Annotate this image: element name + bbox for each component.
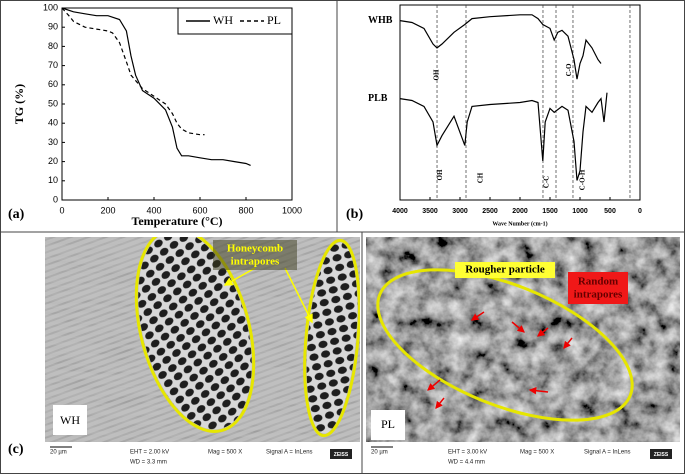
pointer-arrow xyxy=(435,397,445,409)
info-text: Mag = 500 X xyxy=(208,450,242,456)
y-tick-label: 20 xyxy=(48,156,58,166)
logo: ZEISS xyxy=(334,452,349,458)
x-tick-label: 3000 xyxy=(452,208,468,215)
x-tick-label: 1000 xyxy=(282,205,302,215)
pointer-arrow xyxy=(537,327,549,337)
x-tick-label: 4000 xyxy=(392,208,408,215)
info-text: EHT = 2.00 kV xyxy=(130,450,169,456)
highlight-ellipse xyxy=(376,268,634,422)
x-tick-label: 500 xyxy=(604,208,616,215)
logo-box xyxy=(650,449,672,459)
y-tick-label: 80 xyxy=(48,41,58,51)
annotation: OH xyxy=(433,69,441,80)
sample-box xyxy=(371,410,405,440)
y-tick-label: 60 xyxy=(48,79,58,89)
series-line xyxy=(399,92,608,181)
sem-annotation: Rougher particle xyxy=(465,264,545,276)
x-tick-label: 600 xyxy=(192,205,207,215)
y-tick-label: 10 xyxy=(48,175,58,185)
annotation: C-O xyxy=(565,63,573,76)
series-label: WHB xyxy=(368,15,393,26)
y-tick-label: 90 xyxy=(48,22,58,32)
sem-image-left: Honeycomb intrapores WH xyxy=(45,237,360,442)
x-tick-label: 1000 xyxy=(572,208,588,215)
series-line xyxy=(399,14,602,80)
annotation: C-O-H xyxy=(579,169,587,190)
y-axis-title: TG (%) xyxy=(12,84,26,124)
info-text: WD = 4.4 mm xyxy=(448,460,485,466)
label-backdrop xyxy=(568,272,628,304)
x-tick-label: 200 xyxy=(100,205,115,215)
info-text: WD = 3.3 mm xyxy=(130,460,167,466)
x-tick-label: 400 xyxy=(146,205,161,215)
pointer-arrow xyxy=(427,379,441,391)
pointer-arrow xyxy=(528,386,549,395)
pointer-arrow xyxy=(284,267,313,324)
annotation: OH xyxy=(436,169,444,180)
sample-label: WH xyxy=(60,413,80,427)
sem-annotation: Random xyxy=(578,276,618,288)
sem-annotation: Honeycomb xyxy=(227,243,283,255)
legend-label: PL xyxy=(267,13,281,27)
scale-label: 20 µm xyxy=(50,450,67,456)
highlight-ellipse xyxy=(303,238,360,438)
highlight-ellipse xyxy=(134,237,256,433)
sem-image-right: Rougher particle Random intrapores PL xyxy=(366,237,680,442)
honeycomb-region xyxy=(138,237,252,430)
logo-box xyxy=(330,449,352,459)
info-text: Signal A = InLens xyxy=(584,450,631,456)
x-tick-label: 800 xyxy=(238,205,253,215)
sample-box xyxy=(53,405,87,435)
sem-annotation: intrapores xyxy=(231,256,280,268)
x-tick-label: 1500 xyxy=(542,208,558,215)
info-bar xyxy=(366,442,680,472)
series-line xyxy=(61,7,251,166)
y-tick-label: 0 xyxy=(53,194,58,204)
sample-label: PL xyxy=(381,417,395,431)
x-tick-label: 2500 xyxy=(482,208,498,215)
logo: ZEISS xyxy=(654,452,669,458)
info-bar xyxy=(45,442,360,472)
label-backdrop xyxy=(455,262,555,278)
pointer-arrows xyxy=(427,311,573,409)
annotation: CH xyxy=(477,172,485,183)
info-text: EHT = 3.00 kV xyxy=(448,450,487,456)
annotation: C-C xyxy=(543,176,551,188)
y-tick-label: 30 xyxy=(48,137,58,147)
info-text: Signal A = InLens xyxy=(266,450,313,456)
pointer-arrow xyxy=(511,321,525,333)
x-tick-label: 3500 xyxy=(422,208,438,215)
y-tick-label: 70 xyxy=(48,60,58,70)
honeycomb-region xyxy=(306,242,358,434)
legend-label: WH xyxy=(213,13,233,27)
y-tick-label: 100 xyxy=(43,2,58,12)
panel-label: (c) xyxy=(8,442,24,457)
panel-label: (a) xyxy=(8,207,25,222)
x-tick-label: 0 xyxy=(59,205,64,215)
info-text: Mag = 500 X xyxy=(520,450,554,456)
sem-annotation: intrapores xyxy=(574,289,623,301)
pointer-arrow xyxy=(470,311,485,321)
pointer-arrow xyxy=(563,337,573,349)
x-tick-label: 0 xyxy=(638,208,642,215)
x-tick-label: 2000 xyxy=(512,208,528,215)
series-line xyxy=(61,7,205,136)
series-label: PLB xyxy=(368,93,388,104)
y-tick-label: 50 xyxy=(48,98,58,108)
pointer-arrow xyxy=(223,267,256,286)
panel-label: (b) xyxy=(346,207,363,222)
x-axis-title: Wave Number (cm-1) xyxy=(492,220,547,227)
y-tick-label: 40 xyxy=(48,118,58,128)
scale-label: 20 µm xyxy=(371,450,388,456)
x-axis-title: Temperature (°C) xyxy=(131,214,222,228)
label-backdrop xyxy=(213,240,297,270)
